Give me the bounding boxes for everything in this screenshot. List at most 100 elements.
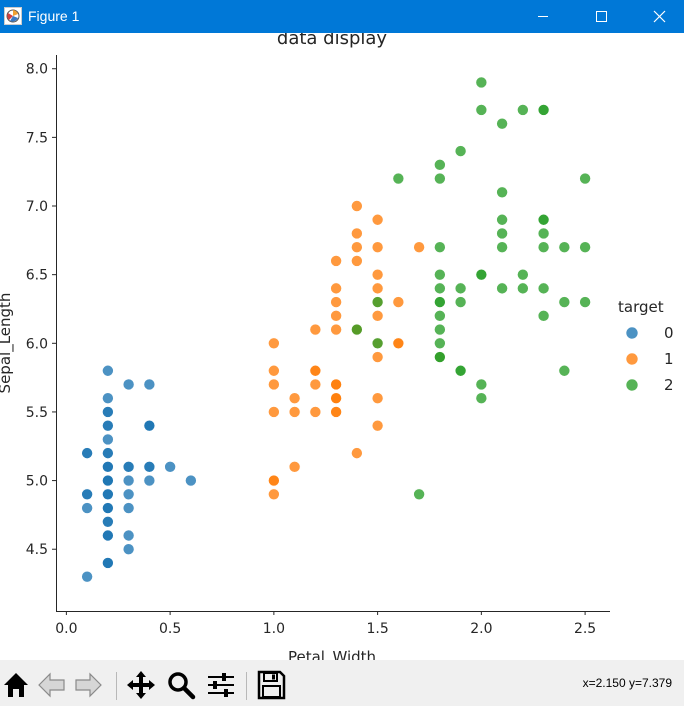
scatter-point-class-1 [268, 364, 280, 377]
scatter-point-class-2 [434, 282, 446, 295]
scatter-point-class-1 [268, 488, 280, 501]
scatter-point-class-2 [371, 296, 384, 308]
scatter-point-class-2 [496, 213, 508, 226]
x-tick-label: 0.5 [159, 621, 181, 637]
scatter-point-class-2 [579, 172, 591, 185]
matplotlib-figure-icon [4, 7, 22, 25]
pan-button[interactable] [124, 668, 158, 702]
scatter-point-class-0 [81, 502, 93, 514]
minimize-button[interactable] [520, 0, 566, 33]
save-button[interactable] [254, 668, 288, 702]
configure-subplots-button[interactable] [204, 668, 238, 702]
scatter-point-class-1 [351, 241, 363, 253]
scatter-point-class-2 [434, 296, 446, 308]
close-button[interactable] [636, 0, 682, 33]
window-titlebar: Figure 1 [0, 0, 684, 33]
maximize-button[interactable] [578, 0, 624, 33]
scatter-point-class-0 [122, 461, 135, 473]
home-icon [4, 673, 28, 697]
scatter-point-class-2 [537, 282, 550, 295]
scatter-point-class-1 [371, 282, 384, 295]
scatter-marks [81, 76, 591, 583]
scatter-point-class-0 [102, 557, 114, 569]
scatter-point-class-1 [268, 337, 280, 350]
scatter-point-class-1 [330, 392, 342, 405]
y-tick-label: 8.0 [26, 62, 48, 78]
maximize-icon [596, 11, 607, 22]
scatter-point-class-2 [517, 268, 529, 281]
y-axis-label: Sepal_Length [0, 293, 15, 394]
scatter-point-class-2 [434, 351, 446, 363]
legend-entry-label: 1 [664, 350, 674, 368]
x-axis-ticks: 0.0 0.5 1.0 1.5 2.0 2.5 [55, 611, 596, 637]
move-arrows-icon [127, 671, 155, 699]
scatter-point-class-1 [351, 227, 363, 240]
scatter-point-class-1 [268, 474, 280, 487]
scatter-point-class-0 [102, 502, 114, 514]
scatter-point-class-2 [475, 104, 488, 116]
floppy-disk-icon [257, 670, 286, 700]
scatter-point-class-2 [475, 392, 488, 405]
scatter-point-class-0 [143, 461, 156, 473]
scatter-point-class-2 [434, 268, 446, 281]
scatter-point-class-2 [434, 159, 446, 171]
scatter-point-class-2 [537, 227, 550, 240]
scatter-point-class-1 [288, 461, 301, 473]
zoom-button[interactable] [164, 668, 198, 702]
scatter-point-class-1 [371, 310, 384, 322]
scatter-point-class-1 [309, 364, 322, 377]
y-axis-ticks: 4.5 5.0 5.5 6.0 6.5 7.0 7.5 8.0 [26, 62, 56, 558]
scatter-point-class-2 [454, 145, 467, 157]
navigation-toolbar: x=2.150 y=7.379 [0, 660, 684, 706]
scatter-point-class-2 [558, 241, 571, 253]
back-button[interactable] [35, 668, 69, 702]
x-tick-label: 2.0 [470, 621, 492, 637]
y-tick-label: 5.5 [26, 405, 48, 421]
legend-marker [625, 378, 639, 392]
scatter-point-class-0 [122, 502, 135, 514]
scatter-point-class-1 [371, 392, 384, 405]
scatter-point-class-1 [330, 406, 342, 418]
scatter-point-class-1 [309, 323, 322, 336]
home-button[interactable] [0, 668, 34, 702]
x-axis-label: Petal_Width [288, 648, 376, 660]
y-tick-label: 5.0 [26, 474, 48, 490]
scatter-point-class-2 [475, 378, 488, 391]
scatter-point-class-1 [392, 337, 405, 350]
scatter-point-class-0 [102, 447, 114, 459]
scatter-point-class-2 [434, 241, 446, 253]
scatter-point-class-1 [330, 323, 342, 336]
legend-marker [625, 326, 639, 340]
x-tick-label: 2.5 [574, 621, 596, 637]
scatter-point-class-0 [102, 529, 114, 542]
scatter-point-class-1 [330, 296, 342, 308]
scatter-point-class-2 [579, 296, 591, 308]
toolbar-separator [246, 672, 247, 700]
scatter-point-class-2 [558, 364, 571, 377]
y-tick-label: 6.5 [26, 268, 48, 284]
scatter-point-class-2 [517, 104, 529, 116]
scatter-point-class-0 [102, 461, 114, 473]
scatter-point-class-0 [122, 474, 135, 487]
scatter-point-class-1 [371, 241, 384, 253]
forward-button[interactable] [71, 668, 105, 702]
scatter-point-class-2 [537, 104, 550, 116]
scatter-point-class-1 [288, 406, 301, 418]
scatter-point-class-0 [102, 419, 114, 432]
scatter-point-class-1 [309, 406, 322, 418]
figure-canvas[interactable]: data display 4.5 5.0 5.5 6.0 6.5 7.0 7.5 8.0 0.… [0, 33, 684, 660]
legend-entry-label: 2 [664, 376, 674, 394]
scatter-point-class-1 [330, 310, 342, 322]
scatter-point-class-1 [309, 378, 322, 391]
legend-title: target [618, 298, 664, 316]
legend-entry-label: 0 [664, 324, 674, 342]
scatter-point-class-2 [496, 117, 508, 130]
scatter-point-class-2 [537, 213, 550, 226]
y-tick-label: 7.0 [26, 199, 48, 215]
x-tick-label: 1.0 [263, 621, 285, 637]
y-tick-label: 4.5 [26, 542, 48, 558]
scatter-point-class-0 [102, 474, 114, 487]
scatter-point-class-0 [102, 515, 114, 528]
scatter-point-class-1 [288, 392, 301, 405]
scatter-point-class-2 [537, 310, 550, 322]
